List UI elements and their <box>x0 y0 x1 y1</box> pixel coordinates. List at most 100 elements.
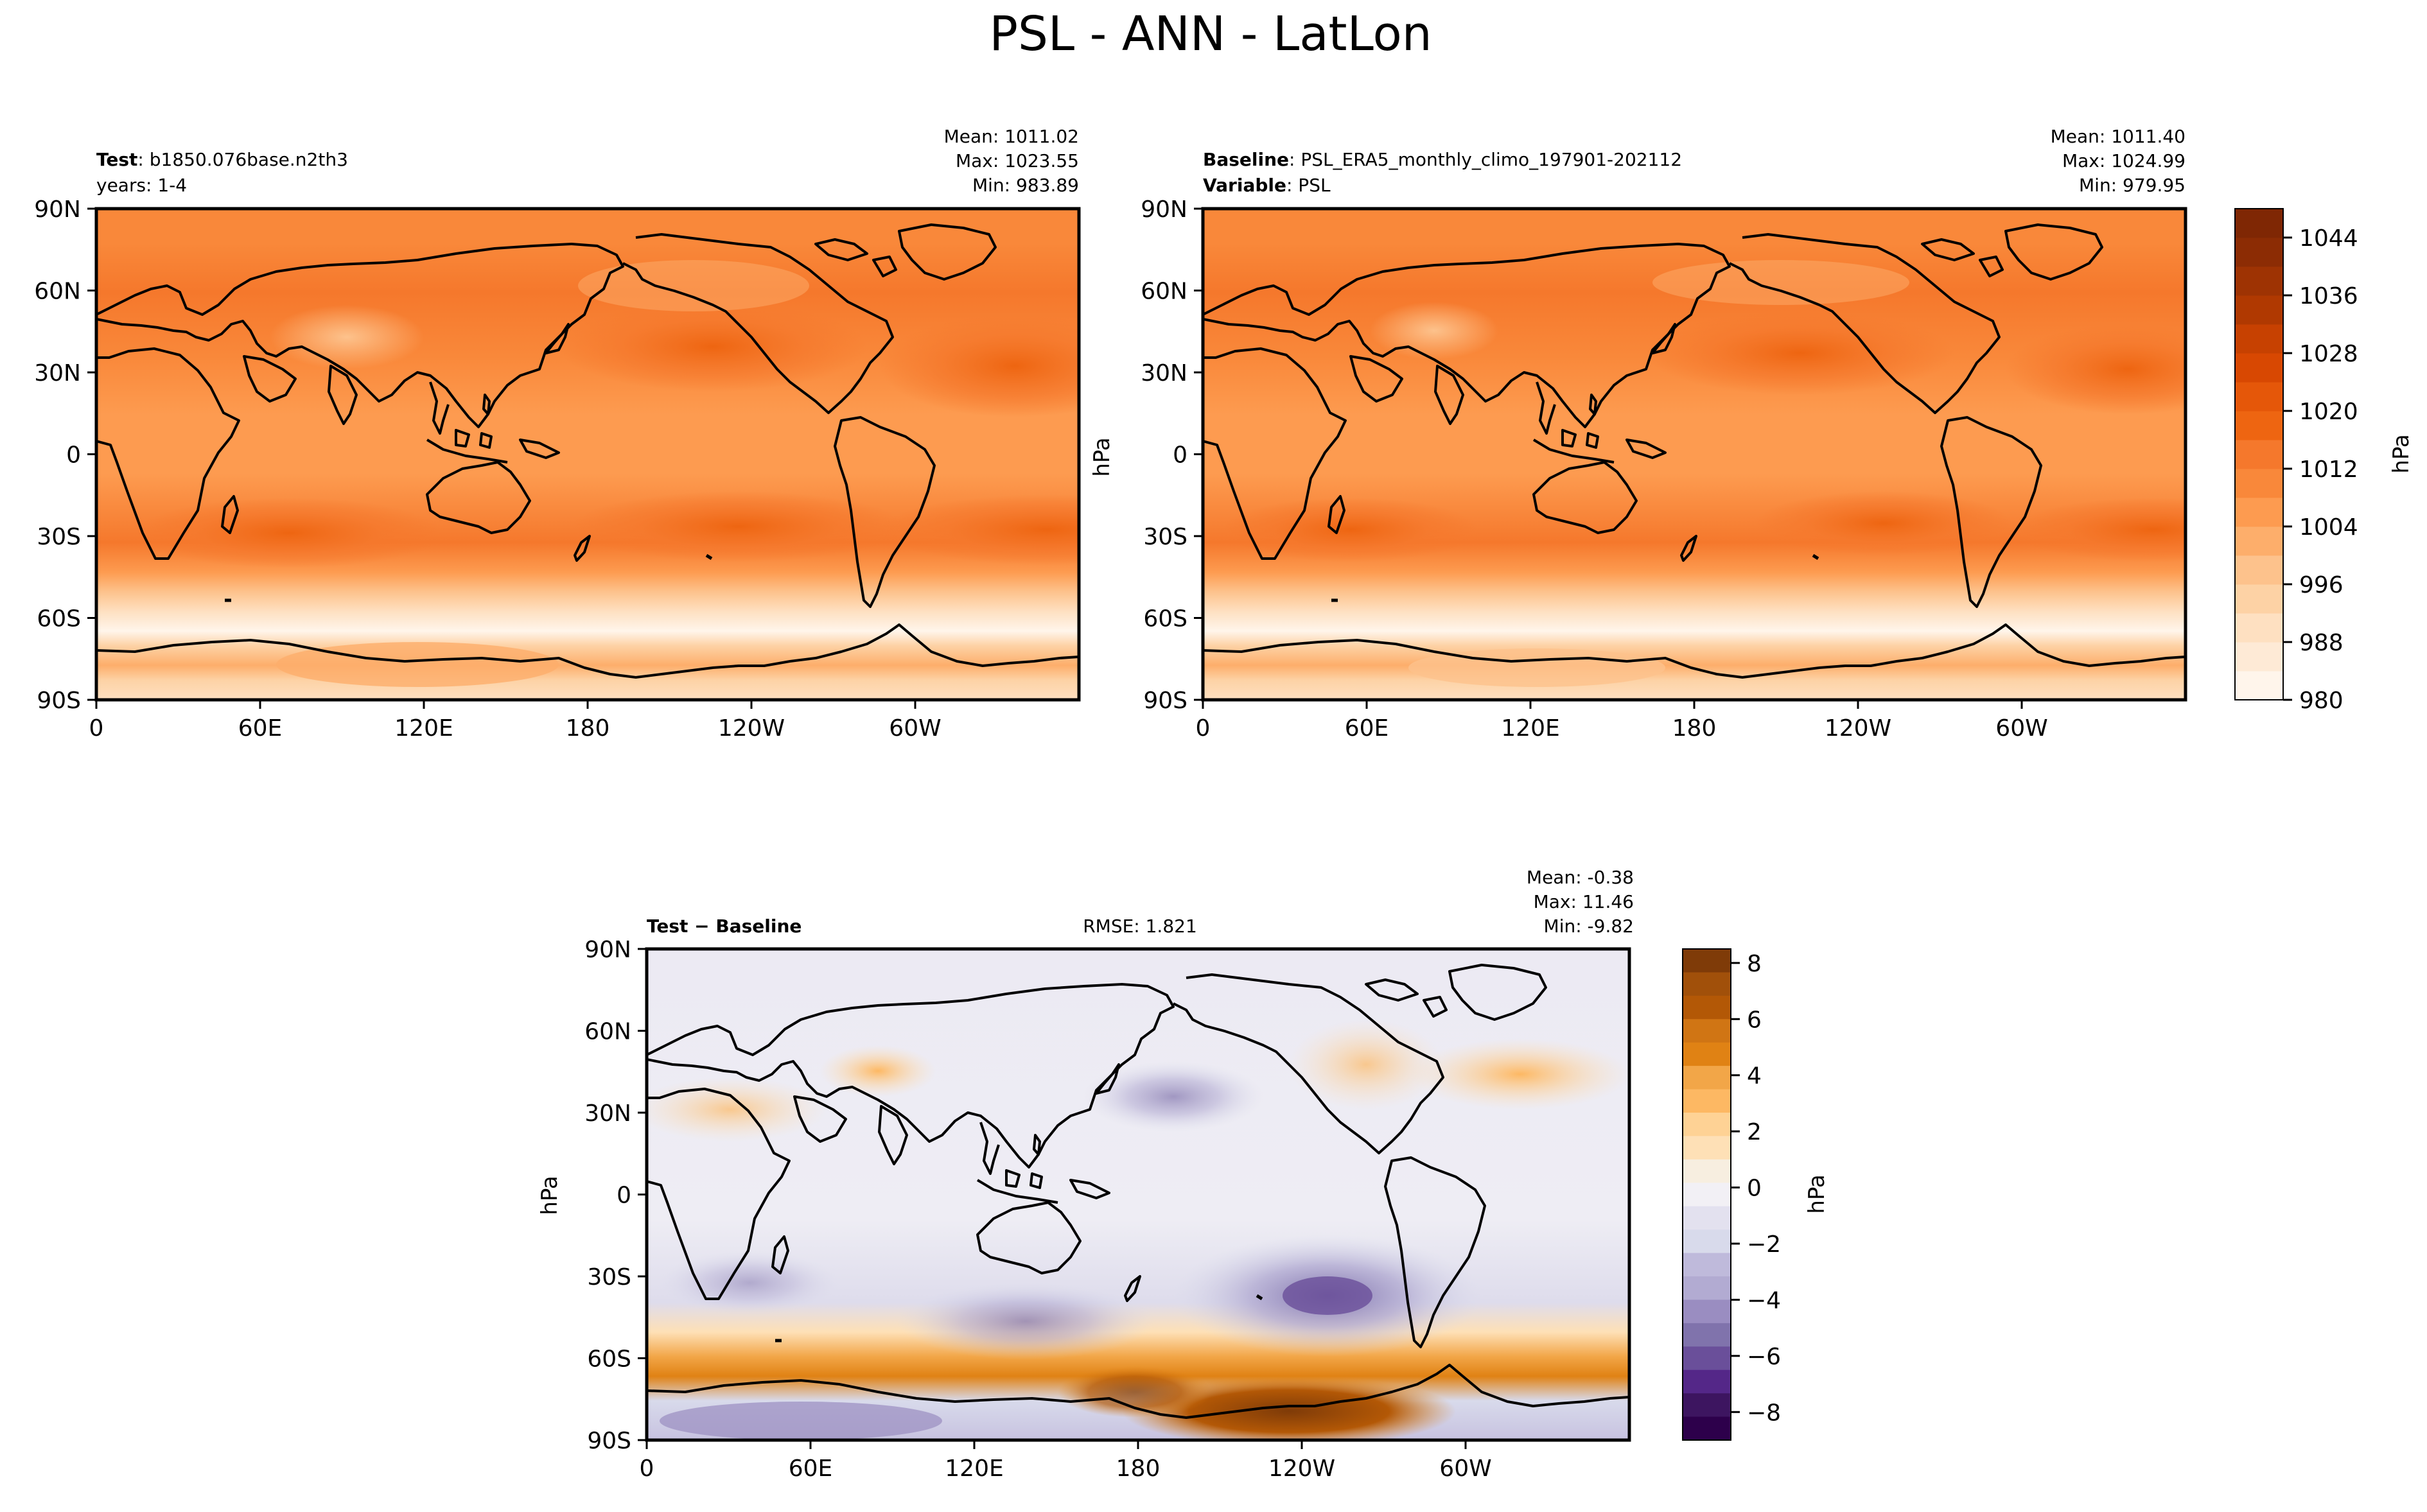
baseline-header-bold: Baseline <box>1203 149 1289 170</box>
psl-colorbar-level <box>2235 209 2283 238</box>
diff-pos-tibet <box>820 1045 936 1097</box>
diff-map: 0 60E 120E 180 120W 60W 90N 60N 30N 0 30S 60S 90S <box>584 937 1631 1482</box>
lat-tick-label: 30S <box>37 524 81 550</box>
diff-panel: Test − Baseline RMSE: 1.821 Mean: -0.38 … <box>537 867 1634 1482</box>
diff-colorbar-level <box>1683 1369 1731 1394</box>
psl-colorbar-tick-label: 980 <box>2299 688 2344 714</box>
lon-tick-label: 180 <box>1672 715 1717 742</box>
diff-ylabel: hPa <box>537 1176 563 1215</box>
test-low-aleutian <box>578 260 809 311</box>
lon-tick-label: 60E <box>789 1456 833 1482</box>
baseline-high-south-pacific <box>1755 491 2012 555</box>
lat-tick-label: 0 <box>1173 442 1187 469</box>
psl-colorbar-tick-label: 1044 <box>2299 225 2358 252</box>
baseline-map: 0 60E 120E 180 120W 60W 90N 60N 30N 0 30S 60S 90S <box>1141 196 2187 742</box>
diff-pos-ross-sea <box>1058 1366 1212 1418</box>
psl-colorbar-tick-label: 996 <box>2299 572 2344 598</box>
baseline-max: Max: 1024.99 <box>2062 150 2186 171</box>
lon-tick-label: 0 <box>89 715 104 742</box>
diff-pos-sahara <box>647 1077 827 1142</box>
psl-colorbar-level <box>2235 498 2283 527</box>
lat-tick-label: 90S <box>37 688 81 714</box>
psl-colorbar-level <box>2235 324 2283 354</box>
diff-colorbar-swatches <box>1683 949 1731 1441</box>
psl-colorbar-level <box>2235 526 2283 556</box>
psl-colorbar-tick-label: 1012 <box>2299 456 2358 483</box>
psl-colorbar-level <box>2235 613 2283 643</box>
diff-neg-south-pacific-core <box>1283 1276 1372 1315</box>
psl-colorbar-level <box>2235 469 2283 498</box>
baseline-high-north-atlantic <box>2006 324 2186 414</box>
diff-colorbar-level <box>1683 1253 1731 1277</box>
lon-tick-label: 60E <box>1345 715 1389 742</box>
lat-tick-label: 30N <box>584 1100 631 1127</box>
psl-colorbar-tick-label: 1004 <box>2299 514 2358 541</box>
diff-colorbar-label: hPa <box>1804 1174 1830 1213</box>
psl-colorbar-level <box>2235 238 2283 267</box>
baseline-high-north-pacific <box>1646 311 1954 395</box>
lon-tick-label: 60W <box>1439 1456 1491 1482</box>
test-high-south-atlantic <box>880 494 1079 565</box>
diff-neg-south-atlantic <box>660 1251 839 1315</box>
diff-neg-south-australia <box>897 1283 1154 1360</box>
lon-tick-label: 180 <box>566 715 610 742</box>
diff-colorbar-level <box>1683 1089 1731 1113</box>
diff-rmse: RMSE: 1.821 <box>1083 916 1197 937</box>
psl-colorbar-level <box>2235 266 2283 296</box>
baseline-min: Min: 979.95 <box>2079 175 2186 196</box>
test-high-north-atlantic <box>880 315 1079 417</box>
lat-tick-label: 0 <box>617 1183 631 1209</box>
lon-tick-label: 60E <box>238 715 283 742</box>
psl-colorbar-ticks: 980 988 996 1004 1012 1020 1028 1036 1044 <box>2283 225 2358 714</box>
diff-axes: 0 60E 120E 180 120W 60W 90N 60N 30N 0 30S 60S 90S <box>584 937 1491 1482</box>
baseline-header-line2: Variable: PSL <box>1203 175 1331 196</box>
psl-colorbar-level <box>2235 642 2283 672</box>
diff-colorbar-level <box>1683 972 1731 996</box>
baseline-variable-bold: Variable <box>1203 175 1286 196</box>
lat-tick-label: 0 <box>66 442 81 469</box>
test-case-name: : b1850.076base.n2th3 <box>137 149 347 170</box>
psl-colorbar-level <box>2235 353 2283 383</box>
diff-colorbar: 8 6 4 2 0 −2 −4 −6 −8 hPa <box>1682 948 1830 1441</box>
test-mean: Mean: 1011.02 <box>944 126 1079 147</box>
test-high-north-pacific <box>559 302 867 392</box>
baseline-mean: Mean: 1011.40 <box>2051 126 2186 147</box>
lat-tick-label: 90S <box>587 1428 631 1454</box>
lat-tick-label: 30S <box>587 1264 631 1290</box>
diff-max: Max: 11.46 <box>1534 891 1634 912</box>
diff-colorbar-level <box>1683 1346 1731 1371</box>
diff-colorbar-level <box>1683 1276 1731 1300</box>
lat-tick-label: 90N <box>584 937 631 963</box>
baseline-case-name: : PSL_ERA5_monthly_climo_197901-202112 <box>1289 149 1682 170</box>
baseline-high-south-indian <box>1222 498 1479 562</box>
lon-tick-label: 180 <box>1116 1456 1161 1482</box>
baseline-panel: Baseline: PSL_ERA5_monthly_climo_197901-… <box>1089 126 2187 742</box>
diff-colorbar-level <box>1683 1183 1731 1207</box>
diff-colorbar-level <box>1683 1230 1731 1254</box>
lat-tick-label: 30N <box>34 360 81 387</box>
diff-neg-north-pacific <box>1083 1061 1263 1132</box>
psl-colorbar-tick-label: 988 <box>2299 630 2344 656</box>
lon-tick-label: 120E <box>1501 715 1559 742</box>
lat-tick-label: 90N <box>1141 196 1187 223</box>
diff-colorbar-level <box>1683 1206 1731 1230</box>
psl-colorbar-swatches <box>2235 209 2283 700</box>
psl-colorbar-level <box>2235 382 2283 412</box>
psl-colorbar-tick-label: 1036 <box>2299 283 2358 309</box>
test-high-south-pacific <box>572 491 906 562</box>
diff-colorbar-level <box>1683 1393 1731 1418</box>
baseline-high-south-atlantic <box>2012 498 2186 562</box>
diff-colorbar-level <box>1683 1416 1731 1441</box>
figure-title: PSL - ANN - LatLon <box>989 6 1432 62</box>
baseline-low-aleutian <box>1652 260 1909 305</box>
baseline-axes: 0 60E 120E 180 120W 60W 90N 60N 30N 0 30S 60S 90S <box>1141 196 2047 742</box>
diff-colorbar-tick-label: 0 <box>1747 1176 1762 1202</box>
baseline-variable-name: : PSL <box>1286 175 1331 196</box>
lat-tick-label: 60N <box>1141 279 1187 305</box>
psl-colorbar-tick-label: 1028 <box>2299 341 2358 367</box>
diff-colorbar-tick-label: 6 <box>1747 1007 1762 1033</box>
lat-tick-label: 60S <box>1143 606 1187 632</box>
test-map: 0 60E 120E 180 120W 60W 90N 60N 30N 0 30S 60S 90S <box>34 196 1081 742</box>
diff-colorbar-frame <box>1682 948 1731 1441</box>
lon-tick-label: 0 <box>640 1456 654 1482</box>
